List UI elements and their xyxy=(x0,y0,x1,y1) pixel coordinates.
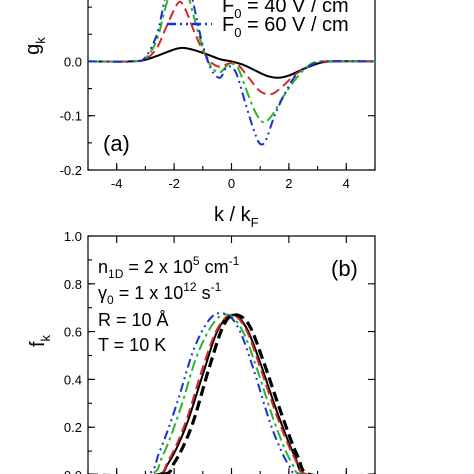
x-tick-label: -2 xyxy=(168,176,180,191)
svg-text:gk: gk xyxy=(22,37,48,55)
panel-a-label: (a) xyxy=(103,131,130,156)
y-tick-label: 0.0 xyxy=(64,54,82,69)
panel-a-tick-labels: -0.2 -0.1 0.0 -4 -2 0 2 4 xyxy=(60,54,350,191)
panel-b-tick-labels: 0.0 0.2 0.4 0.6 0.8 1.0 xyxy=(64,229,82,474)
x-tick-label: -4 xyxy=(111,176,123,191)
panel-b-label: (b) xyxy=(331,256,358,281)
param-temp: T = 10 K xyxy=(98,335,166,355)
panel-b-series xyxy=(88,312,375,474)
series-line-1 xyxy=(88,46,375,79)
param-radius: R = 10 Å xyxy=(98,310,169,330)
y-tick-label: -0.1 xyxy=(60,109,82,124)
legend-entry-60: F0 = 60 V / cm xyxy=(167,14,349,40)
y-tick-label: 0.0 xyxy=(64,468,82,474)
param-gamma: γ0 = 1 x 1012 s-1 xyxy=(98,280,222,307)
y-tick-label: 1.0 xyxy=(64,229,82,244)
x-tick-label: 2 xyxy=(285,176,292,191)
series-line-2 xyxy=(88,0,375,96)
panel-b-params: n1D = 2 x 105 cm-1 γ0 = 1 x 1012 s-1 R =… xyxy=(98,254,240,355)
y-tick-label: 0.6 xyxy=(64,325,82,340)
series-line-3 xyxy=(88,0,375,124)
legend-40-text: F0 = 40 V / cm xyxy=(222,0,349,21)
y-tick-label: 0.2 xyxy=(64,420,82,435)
y-tick-label: -0.2 xyxy=(60,163,82,178)
legend-60-text: F0 = 60 V / cm xyxy=(222,14,349,40)
panel-a-legend: F0 = 40 V / cm F0 = 60 V / cm xyxy=(167,0,349,40)
param-n1d: n1D = 2 x 105 cm-1 xyxy=(98,254,240,281)
series-line-2 xyxy=(153,313,310,474)
svg-text:fk: fk xyxy=(27,334,53,347)
panel-a-series xyxy=(88,0,375,146)
panel-a: -0.2 -0.1 0.0 -4 -2 0 2 4 F0 = 40 V / cm F0 = 6… xyxy=(22,0,376,230)
x-tick-label: 4 xyxy=(343,176,350,191)
panel-b: 0.0 0.2 0.4 0.6 0.8 1.0 n1D = 2 x 105 cm-1 γ0… xyxy=(27,229,376,474)
panel-a-ylabel: gk xyxy=(22,37,48,55)
x-tick-label: 0 xyxy=(228,176,235,191)
y-tick-label: 0.8 xyxy=(64,277,82,292)
panel-a-xlabel: k / kF xyxy=(214,204,259,230)
series-line-5 xyxy=(88,313,375,474)
y-tick-label: 0.4 xyxy=(64,372,82,387)
series-line-3 xyxy=(148,313,307,474)
panel-b-ylabel: fk xyxy=(27,334,53,347)
legend-entry-40: F0 = 40 V / cm xyxy=(222,0,349,21)
